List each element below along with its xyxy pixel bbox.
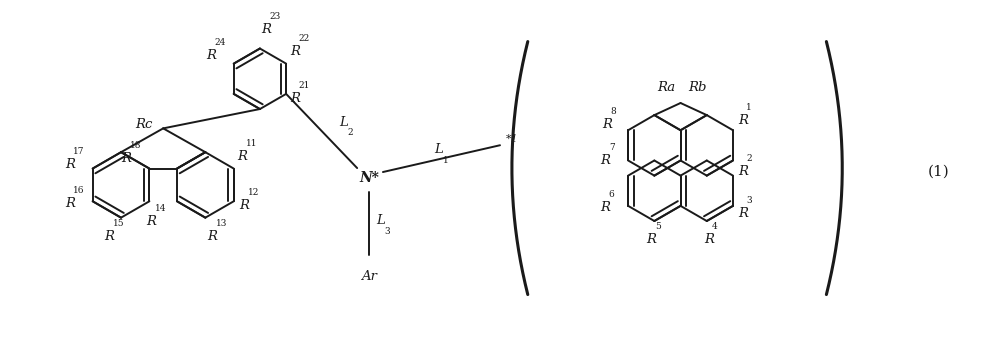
Text: Ra: Ra	[658, 80, 676, 94]
Text: R: R	[240, 199, 250, 212]
Text: R: R	[290, 92, 300, 105]
Text: R: R	[738, 114, 748, 127]
Text: 1: 1	[746, 103, 752, 112]
Text: 12: 12	[248, 188, 259, 197]
Text: *1: *1	[506, 134, 519, 144]
Text: 8: 8	[611, 107, 617, 116]
Text: 23: 23	[269, 12, 281, 21]
Text: R: R	[207, 230, 217, 243]
Text: 1: 1	[443, 156, 449, 165]
Text: 6: 6	[609, 190, 615, 199]
Text: R: R	[600, 154, 610, 167]
Text: R: R	[738, 165, 748, 178]
Text: R: R	[238, 150, 248, 163]
Text: 16: 16	[73, 186, 85, 195]
Text: R: R	[646, 233, 656, 246]
Text: R: R	[104, 230, 114, 243]
Text: R: R	[122, 152, 132, 165]
Text: 17: 17	[73, 147, 85, 156]
Text: L: L	[376, 214, 385, 227]
Text: R: R	[206, 49, 216, 62]
Text: R: R	[738, 207, 748, 220]
Text: 13: 13	[216, 219, 227, 228]
Text: 2: 2	[746, 154, 752, 163]
Text: Rc: Rc	[135, 118, 153, 131]
Text: 3: 3	[384, 227, 390, 236]
Text: 11: 11	[246, 139, 258, 148]
Text: 21: 21	[299, 82, 310, 90]
Text: 22: 22	[299, 34, 310, 43]
Text: L: L	[339, 116, 348, 128]
Text: Ar: Ar	[361, 270, 377, 283]
Text: R: R	[146, 215, 156, 228]
Text: 14: 14	[155, 204, 166, 213]
Text: 24: 24	[214, 38, 226, 47]
Text: 7: 7	[609, 143, 615, 152]
Text: N*: N*	[359, 171, 379, 185]
Text: 3: 3	[746, 196, 752, 205]
Text: 2: 2	[348, 128, 354, 138]
Text: Rb: Rb	[688, 80, 707, 94]
Text: R: R	[704, 233, 714, 246]
Text: 18: 18	[130, 141, 142, 150]
Text: R: R	[600, 201, 610, 214]
Text: 5: 5	[655, 222, 661, 231]
Text: L: L	[435, 143, 443, 156]
Text: (1): (1)	[928, 165, 949, 179]
Text: R: R	[65, 158, 75, 171]
Text: 15: 15	[113, 219, 124, 228]
Text: 4: 4	[712, 222, 718, 231]
Text: R: R	[290, 45, 300, 58]
Text: R: R	[65, 197, 75, 210]
Text: R: R	[261, 23, 271, 36]
Text: R: R	[602, 118, 612, 131]
